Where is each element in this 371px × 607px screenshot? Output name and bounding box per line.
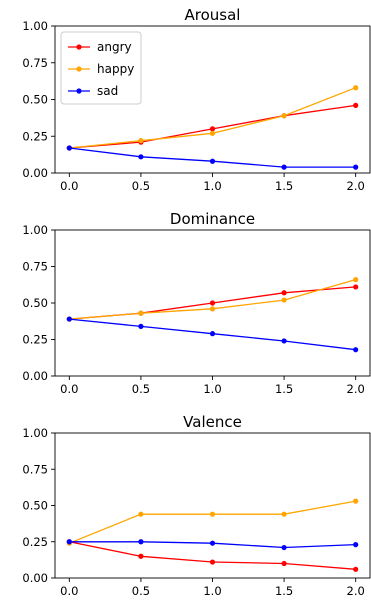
data-point-happy xyxy=(281,511,287,517)
data-point-angry xyxy=(281,290,287,296)
legend-label-happy: happy xyxy=(97,62,134,76)
data-point-happy xyxy=(138,511,144,517)
subplot-2: Valence 0.00 0.25 0.50 0.75 1.00 0.0 0.5 1.0 1.5 2… xyxy=(22,413,371,598)
data-point-happy xyxy=(353,277,359,283)
y-tick-label: 0.25 xyxy=(22,129,48,143)
data-point-angry xyxy=(209,126,216,132)
legend-label-angry: angry xyxy=(97,40,132,54)
x-tick-label: 1.0 xyxy=(203,179,221,193)
data-point-happy xyxy=(209,511,216,517)
y-tick-label: 0.25 xyxy=(22,333,48,347)
data-point-happy xyxy=(209,306,216,312)
y-tick-label: 0.75 xyxy=(22,260,48,274)
data-point-angry xyxy=(281,560,287,567)
x-tick-label: 1.5 xyxy=(275,179,293,193)
y-tick-label: 1.00 xyxy=(22,19,48,33)
axes-frame xyxy=(54,229,371,377)
data-point-sad xyxy=(138,539,144,545)
y-tick-label: 1.00 xyxy=(22,426,48,440)
y-tick-label: 0.00 xyxy=(22,369,48,383)
x-tick-label: 1.0 xyxy=(203,382,221,396)
data-point-sad xyxy=(281,544,287,551)
y-tick-label: 1.00 xyxy=(22,223,48,237)
legend-marker-happy xyxy=(76,66,82,72)
x-tick-label: 1.5 xyxy=(275,584,293,598)
x-tick-label: 0.5 xyxy=(132,584,150,598)
subplot-1: Dominance 0.00 0.25 0.50 0.75 1.00 0.0 0.5 1.0 1.… xyxy=(22,210,371,396)
subplot-title: Dominance xyxy=(170,210,255,228)
legend-box xyxy=(60,31,142,105)
data-point-angry xyxy=(209,300,216,306)
subplot-title: Arousal xyxy=(185,6,241,24)
data-point-happy xyxy=(353,498,359,504)
data-point-sad xyxy=(353,347,359,353)
y-tick-label: 0.50 xyxy=(22,296,48,310)
data-point-angry xyxy=(138,553,144,559)
legend-marker-sad xyxy=(76,88,82,94)
data-point-sad xyxy=(66,316,72,322)
data-point-sad xyxy=(209,158,216,164)
y-tick-label: 0.00 xyxy=(22,571,48,585)
data-point-sad xyxy=(209,331,216,337)
y-tick-label: 0.25 xyxy=(22,535,48,549)
data-point-happy xyxy=(138,138,144,144)
data-point-angry xyxy=(209,559,216,565)
data-point-happy xyxy=(281,297,287,303)
x-tick-label: 1.0 xyxy=(203,584,221,598)
y-tick-label: 0.75 xyxy=(22,462,48,476)
data-point-sad xyxy=(138,154,144,160)
data-point-sad xyxy=(353,164,359,170)
y-tick-label: 0.50 xyxy=(22,93,48,107)
y-tick-label: 0.00 xyxy=(22,166,48,180)
data-point-happy xyxy=(209,130,216,136)
data-point-sad xyxy=(353,542,359,548)
x-tick-label: 0.0 xyxy=(60,382,78,396)
y-tick-label: 0.50 xyxy=(22,499,48,513)
data-point-angry xyxy=(353,284,359,290)
x-tick-label: 0.5 xyxy=(132,179,150,193)
subplot-title: Valence xyxy=(183,413,242,431)
data-point-sad xyxy=(138,323,144,329)
data-point-sad xyxy=(66,539,72,545)
data-point-happy xyxy=(138,310,144,316)
axes-frame xyxy=(54,432,371,579)
legend-marker-angry xyxy=(76,44,82,50)
data-point-angry xyxy=(353,102,359,108)
x-tick-label: 2.0 xyxy=(347,382,365,396)
x-tick-label: 0.0 xyxy=(60,179,78,193)
data-point-sad xyxy=(281,164,287,170)
data-point-sad xyxy=(281,338,287,344)
x-tick-label: 2.0 xyxy=(347,584,365,598)
data-point-happy xyxy=(281,113,287,119)
x-tick-label: 2.0 xyxy=(347,179,365,193)
data-point-sad xyxy=(209,540,216,546)
legend-label-sad: sad xyxy=(97,84,118,98)
x-tick-label: 0.5 xyxy=(132,382,150,396)
x-tick-label: 1.5 xyxy=(275,382,293,396)
y-tick-label: 0.75 xyxy=(22,56,48,70)
data-point-sad xyxy=(66,145,72,151)
legend: angry happy sad xyxy=(60,31,142,105)
subplot-0: Arousal 0.00 0.25 0.50 0.75 1.00 0.0 0.5 1.0 1.5 2… xyxy=(22,6,371,193)
data-point-angry xyxy=(353,566,359,572)
data-point-happy xyxy=(353,85,359,91)
axes-frame xyxy=(54,25,371,174)
x-tick-label: 0.0 xyxy=(60,584,78,598)
